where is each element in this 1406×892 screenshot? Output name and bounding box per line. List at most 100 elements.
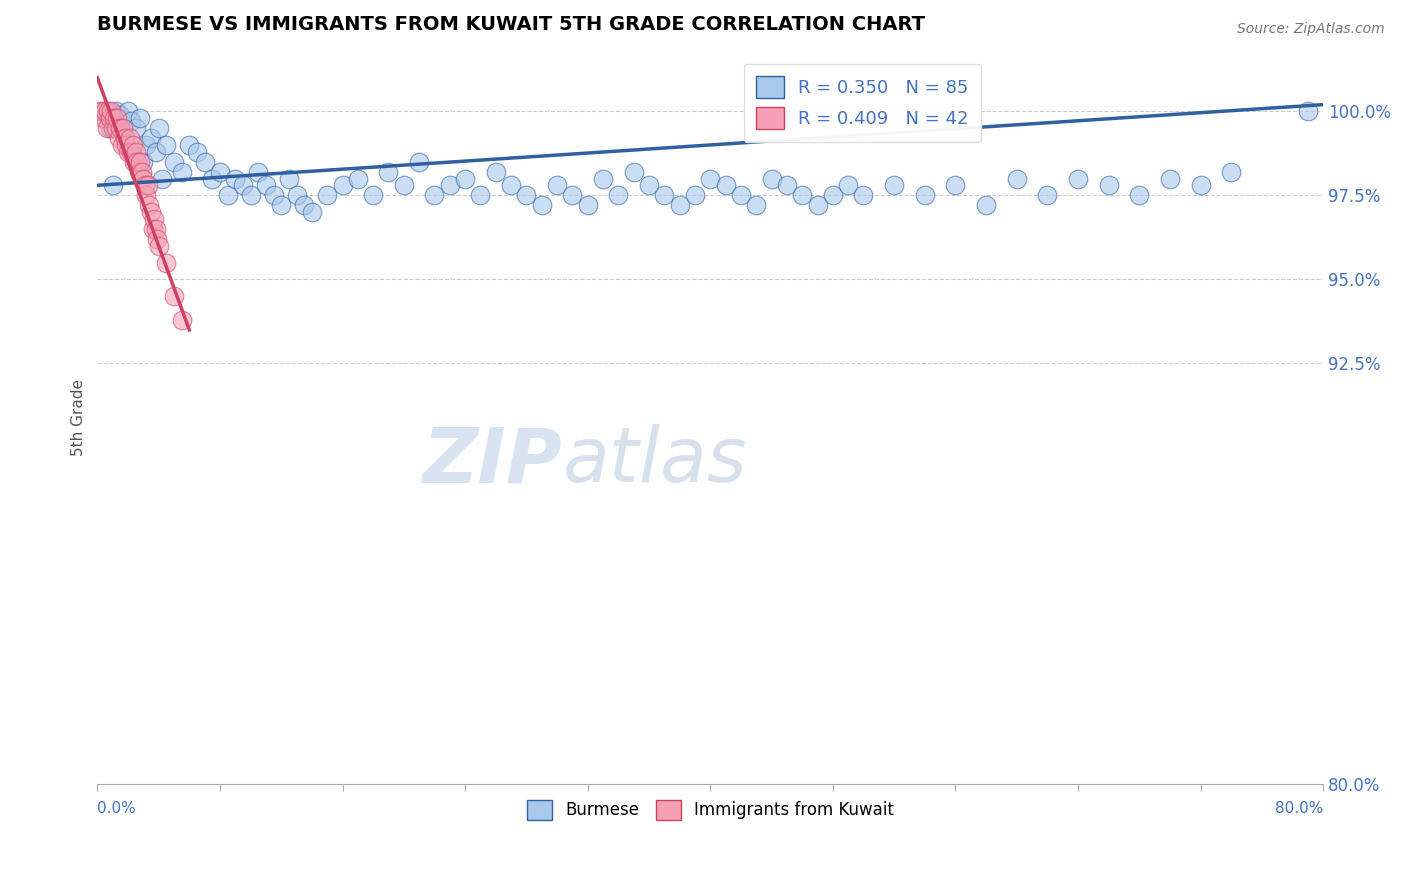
Point: [1067, 171, 1090, 186]
Point: [316, 188, 339, 202]
Point: [132, 154, 155, 169]
Point: [107, 131, 129, 145]
Point: [945, 178, 967, 193]
Point: [100, 104, 122, 119]
Point: [179, 138, 201, 153]
Point: [592, 171, 614, 186]
Point: [292, 198, 315, 212]
Point: [98, 111, 121, 125]
Point: [852, 188, 875, 202]
Point: [239, 188, 262, 202]
Point: [128, 165, 150, 179]
Point: [132, 171, 155, 186]
Point: [120, 114, 142, 128]
Point: [110, 121, 132, 136]
Point: [1189, 178, 1212, 193]
Y-axis label: 5th Grade: 5th Grade: [72, 379, 86, 456]
Point: [145, 145, 167, 159]
Point: [1036, 188, 1059, 202]
Point: [408, 154, 430, 169]
Point: [114, 131, 136, 145]
Point: [118, 131, 141, 145]
Point: [247, 165, 270, 179]
Point: [104, 121, 127, 136]
Point: [122, 154, 145, 169]
Point: [146, 232, 169, 246]
Point: [792, 188, 814, 202]
Point: [776, 178, 799, 193]
Point: [170, 165, 193, 179]
Point: [136, 178, 159, 193]
Point: [745, 198, 768, 212]
Point: [301, 205, 323, 219]
Point: [1159, 171, 1181, 186]
Point: [423, 188, 446, 202]
Point: [131, 165, 153, 179]
Point: [576, 198, 599, 212]
Point: [201, 171, 224, 186]
Point: [145, 222, 167, 236]
Point: [454, 171, 477, 186]
Point: [974, 198, 997, 212]
Point: [150, 171, 173, 186]
Point: [98, 121, 121, 136]
Point: [89, 104, 111, 119]
Point: [148, 239, 170, 253]
Point: [699, 171, 721, 186]
Point: [170, 313, 193, 327]
Point: [761, 171, 783, 186]
Point: [124, 121, 146, 136]
Point: [112, 121, 135, 136]
Point: [127, 154, 149, 169]
Point: [103, 111, 125, 125]
Point: [148, 121, 170, 136]
Text: 0.0%: 0.0%: [97, 800, 136, 815]
Point: [101, 178, 124, 193]
Point: [277, 171, 299, 186]
Point: [155, 255, 177, 269]
Legend: Burmese, Immigrants from Kuwait: Burmese, Immigrants from Kuwait: [520, 793, 900, 827]
Point: [91, 104, 114, 119]
Point: [392, 178, 415, 193]
Point: [439, 178, 461, 193]
Point: [93, 111, 115, 125]
Point: [332, 178, 354, 193]
Text: Source: ZipAtlas.com: Source: ZipAtlas.com: [1237, 22, 1385, 37]
Point: [121, 138, 143, 153]
Point: [347, 171, 370, 186]
Point: [129, 154, 152, 169]
Point: [208, 165, 231, 179]
Point: [361, 188, 384, 202]
Point: [101, 121, 124, 136]
Point: [668, 198, 690, 212]
Point: [561, 188, 583, 202]
Point: [124, 145, 146, 159]
Point: [837, 178, 859, 193]
Point: [114, 131, 136, 145]
Text: ZIP: ZIP: [423, 425, 564, 499]
Point: [117, 104, 139, 119]
Text: atlas: atlas: [564, 425, 748, 499]
Point: [96, 121, 118, 136]
Point: [120, 145, 142, 159]
Point: [232, 178, 254, 193]
Point: [714, 178, 737, 193]
Point: [806, 198, 828, 212]
Point: [117, 145, 139, 159]
Point: [110, 108, 132, 122]
Text: 80.0%: 80.0%: [1275, 800, 1323, 815]
Point: [97, 104, 120, 119]
Point: [104, 104, 127, 119]
Point: [139, 205, 162, 219]
Point: [254, 178, 277, 193]
Text: BURMESE VS IMMIGRANTS FROM KUWAIT 5TH GRADE CORRELATION CHART: BURMESE VS IMMIGRANTS FROM KUWAIT 5TH GR…: [97, 15, 925, 34]
Point: [914, 188, 936, 202]
Point: [499, 178, 522, 193]
Point: [1005, 171, 1028, 186]
Point: [1220, 165, 1243, 179]
Point: [94, 111, 117, 125]
Point: [1296, 104, 1319, 119]
Point: [285, 188, 308, 202]
Point: [163, 289, 186, 303]
Point: [821, 188, 844, 202]
